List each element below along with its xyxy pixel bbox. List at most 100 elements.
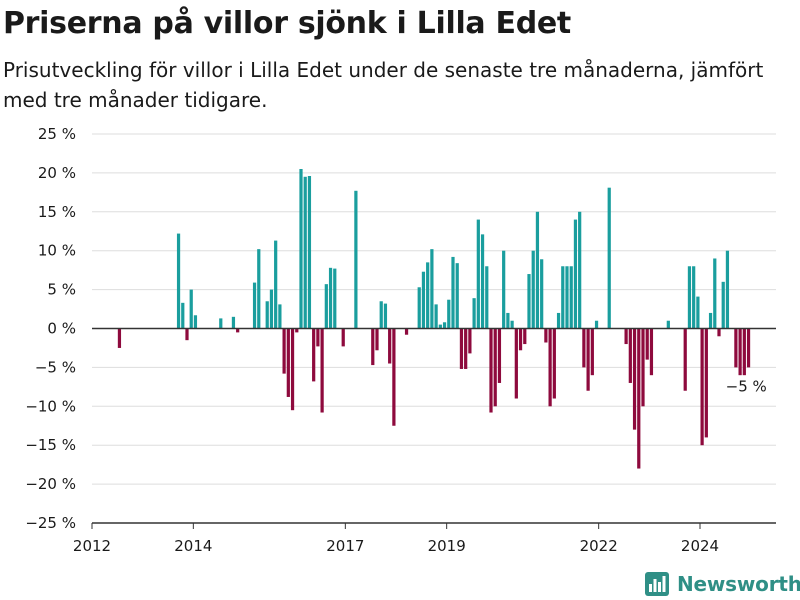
bar-positive [176,233,181,329]
bar-negative [586,328,590,391]
bar-positive [324,284,328,329]
bar-positive [430,249,434,329]
bar-negative [518,328,523,351]
bar-negative [320,328,324,413]
bar-positive [303,176,307,329]
bar-positive [480,234,485,329]
bar-positive [252,282,257,329]
y-tick-label: −15 % [25,436,76,454]
bar-positive [556,312,561,329]
annotation-label: −5 % [726,377,767,395]
bar-positive [455,263,459,329]
tick-labels: −25 % −20 % −15 % −10 % −5 % 0 % 5 % 10 % 15 % 20… [25,125,766,555]
chart-title: Priserna på villor sjönk i Lilla Edet [3,6,571,41]
y-tick-label: 10 % [38,242,76,260]
bar-positive [333,268,337,329]
bar-negative [649,328,654,376]
bar-negative [117,328,122,348]
bar-negative [637,328,641,469]
bar-positive [434,304,438,329]
bar-negative [404,328,409,335]
bar-positive [265,301,269,329]
bar-positive [666,320,670,329]
bar-positive [189,289,193,329]
bar-positive [708,312,713,329]
bar-negative [497,328,502,383]
bar-positive [687,266,692,329]
bar-negative [746,328,751,368]
bar-positive [451,256,455,329]
bar-positive [506,312,510,329]
bar-negative [341,328,345,347]
bar-positive [531,250,535,329]
bar-positive [438,324,442,329]
bar-positive [476,219,480,329]
bar-positive [269,289,274,329]
bar-positive [181,302,185,329]
bar-positive [540,259,544,329]
bar-positive [354,190,358,329]
bar-negative [700,328,704,446]
bar-positive [299,169,303,329]
bar-negative [548,328,552,407]
bar-positive [569,266,573,329]
x-tick-label: 2017 [326,537,364,555]
bar-positive [417,287,421,329]
chart-subtitle: Prisutveckling för villor i Lilla Edet u… [3,58,764,112]
bar-negative [316,328,320,347]
bar-positive [257,249,261,329]
bar-negative [645,328,649,360]
bar-positive [713,258,717,329]
y-tick-label: 15 % [38,203,76,221]
y-tick-label: 0 % [47,320,76,338]
bar-negative [375,328,379,351]
bars [117,169,751,469]
bar-negative [624,328,628,345]
bar-positive [307,176,312,329]
y-tick-label: −20 % [25,475,76,493]
bar-negative [236,328,240,333]
bar-positive [379,301,383,329]
brand-name: Newsworthy [677,572,800,596]
bar-positive [527,274,531,329]
bar-negative [371,328,375,366]
bar-negative [459,328,464,369]
y-tick-label: 20 % [38,164,76,182]
bar-negative [734,328,738,368]
y-tick-label: −25 % [25,514,76,532]
bar-negative [590,328,594,376]
bar-negative [628,328,632,383]
bar-negative [489,328,493,413]
bar-negative [704,328,708,438]
bar-positive [565,266,569,329]
y-tick-label: −10 % [25,397,76,415]
bar-negative [295,328,299,333]
bar-negative [388,328,392,364]
bar-positive [278,304,282,329]
bar-positive [442,322,447,329]
bar-negative [742,328,746,376]
bar-negative [717,328,721,337]
bar-negative [514,328,518,399]
bar-positive [383,303,388,329]
bar-positive [485,266,489,329]
bar-positive [421,271,426,329]
bar-positive [535,211,540,329]
bar-negative [392,328,396,426]
bar-negative [552,328,556,399]
bar-positive [274,240,278,329]
bar-positive [725,250,730,329]
bar-negative [464,328,468,369]
axes [91,327,776,529]
bar-negative [286,328,290,397]
x-tick-label: 2014 [174,537,212,555]
bar-chart-logo-icon [645,572,669,596]
bar-positive [193,315,198,329]
y-tick-label: −5 % [35,358,76,376]
bar-negative [683,328,687,391]
bar-negative [523,328,527,345]
bar-negative [632,328,637,430]
bar-negative [282,328,286,374]
bar-positive [578,211,582,329]
